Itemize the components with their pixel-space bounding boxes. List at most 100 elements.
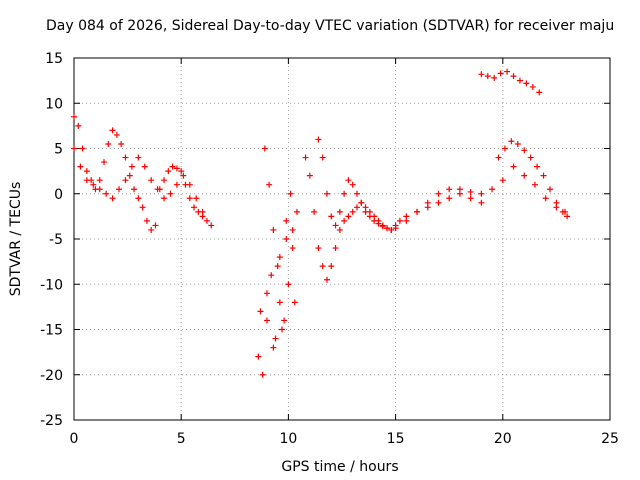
- data-point: [191, 204, 198, 211]
- x-tick-label: 0: [70, 431, 79, 447]
- data-point: [499, 177, 506, 184]
- data-point: [336, 208, 343, 215]
- data-point: [154, 186, 161, 193]
- data-point: [148, 177, 155, 184]
- data-point: [173, 181, 180, 188]
- data-point: [139, 204, 146, 211]
- data-point: [319, 154, 326, 161]
- data-point: [255, 353, 262, 360]
- data-point: [83, 177, 90, 184]
- data-point: [77, 163, 84, 170]
- data-point: [291, 299, 298, 306]
- data-point: [306, 172, 313, 179]
- data-point: [311, 208, 318, 215]
- data-point: [379, 223, 386, 230]
- ticks: 0 5 10 15 20 25 -25 -20 -15 -10 -5 0 5 10 15: [40, 51, 619, 447]
- data-point: [564, 213, 571, 220]
- data-point: [285, 281, 292, 288]
- x-axis-label: GPS time / hours: [281, 459, 398, 475]
- data-point: [141, 163, 148, 170]
- data-point: [542, 195, 549, 202]
- data-point: [536, 89, 543, 96]
- data-point: [293, 208, 300, 215]
- grid: [74, 58, 610, 420]
- data-point: [96, 177, 103, 184]
- data-point: [263, 290, 270, 297]
- data-point: [283, 236, 290, 242]
- data-point: [203, 217, 210, 224]
- data-point: [165, 168, 172, 175]
- data-point: [375, 220, 382, 227]
- data-marks: [71, 68, 571, 378]
- data-point: [484, 73, 491, 80]
- series-track-a: [71, 113, 215, 233]
- data-point: [71, 145, 77, 152]
- data-point: [180, 172, 187, 179]
- data-point: [178, 168, 185, 175]
- data-point: [161, 195, 168, 202]
- data-point: [278, 326, 285, 333]
- data-point: [341, 217, 348, 224]
- data-point: [362, 208, 369, 215]
- series-track-d: [302, 154, 485, 283]
- data-point: [534, 163, 541, 170]
- data-point: [446, 186, 453, 193]
- data-point: [510, 73, 517, 80]
- data-point: [126, 172, 133, 179]
- data-point: [122, 177, 129, 184]
- data-point: [349, 181, 356, 188]
- data-point: [478, 190, 485, 197]
- data-point: [540, 172, 547, 179]
- data-point: [516, 77, 523, 84]
- data-point: [193, 195, 200, 202]
- data-point: [268, 272, 275, 279]
- data-point: [345, 213, 352, 220]
- series-track-e: [315, 136, 568, 233]
- data-point: [276, 254, 283, 261]
- data-point: [392, 225, 399, 232]
- data-point: [105, 140, 112, 147]
- data-point: [208, 222, 215, 229]
- data-point: [332, 222, 339, 229]
- data-point: [186, 195, 193, 202]
- data-point: [276, 299, 283, 306]
- data-point: [122, 154, 129, 161]
- data-point: [349, 208, 356, 215]
- data-point: [169, 163, 176, 170]
- y-tick-label: -20: [40, 368, 63, 384]
- y-tick-label: 10: [45, 96, 63, 112]
- data-point: [531, 181, 538, 188]
- data-point: [491, 74, 498, 81]
- x-tick-label: 10: [279, 431, 297, 447]
- data-point: [341, 190, 348, 197]
- data-point: [90, 181, 97, 188]
- data-point: [103, 190, 110, 197]
- data-point: [332, 245, 339, 252]
- data-point: [446, 195, 453, 202]
- data-point: [71, 113, 77, 120]
- data-point: [435, 190, 442, 197]
- data-point: [384, 225, 391, 232]
- data-point: [559, 208, 566, 215]
- data-point: [270, 226, 277, 233]
- data-point: [504, 68, 511, 75]
- data-point: [546, 186, 553, 193]
- data-point: [289, 226, 296, 233]
- data-point: [478, 199, 485, 206]
- data-point: [323, 190, 330, 197]
- series-track-c: [255, 145, 300, 378]
- data-point: [261, 145, 268, 152]
- data-point: [345, 177, 352, 184]
- data-point: [83, 168, 90, 175]
- data-point: [96, 186, 103, 193]
- data-point: [109, 195, 116, 202]
- data-point: [328, 213, 335, 220]
- data-point: [274, 263, 281, 270]
- chart-title: Day 084 of 2026, Sidereal Day-to-day VTE…: [46, 18, 614, 34]
- data-point: [281, 317, 288, 324]
- data-point: [523, 80, 530, 87]
- data-point: [497, 70, 504, 77]
- data-point: [167, 190, 174, 197]
- data-point: [529, 83, 536, 90]
